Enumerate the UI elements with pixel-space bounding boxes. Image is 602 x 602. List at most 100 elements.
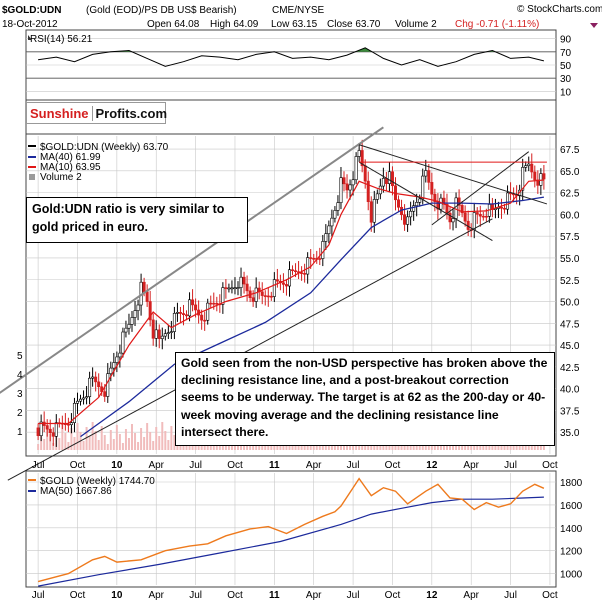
volume-bar [206,442,209,450]
price-tick-label: 42.5 [560,363,580,374]
price-candle-body [427,170,431,183]
source-credit: © StockCharts.com [517,4,602,15]
price-candle-body [475,212,479,215]
price-x-tick-label: Jul [32,460,45,471]
price-candle-body [154,329,158,339]
price-candle-body [539,173,543,186]
price-candle-body [115,356,119,363]
chart-description: (Gold (EOD)/PS DB US$ Bearish) [86,5,237,16]
price-candle-body [542,173,546,180]
price-candle-body [281,282,285,285]
price-candle-body [130,317,134,325]
high-value: High 64.09 [210,19,259,30]
volume-bar [164,431,167,450]
price-candle-body [357,150,361,157]
gold-x-tick-label: Jul [189,590,202,601]
price-candle-body [266,295,270,298]
price-candle-body [263,295,267,297]
gold-tick-label: 1200 [560,547,583,558]
volume-bar [97,440,100,450]
price-candle-body [366,180,370,202]
sunshine-profits-logo: Sunshine Profits.com [26,102,167,124]
volume-bar [131,424,133,450]
chart-date: 18-Oct-2012 [2,19,58,30]
gold-legend-title: $GOLD (Weekly) 1744.70 [40,476,155,487]
volume-bar [140,428,143,450]
volume-bar [143,437,146,450]
price-candle-body [163,333,167,337]
volume-bar [46,425,49,450]
price-candle-body [106,373,110,397]
price-x-tick-label: Oct [385,460,401,471]
price-candle-body [45,425,49,430]
volume-bar [115,425,118,450]
price-candle-body [418,198,422,203]
price-candle-body [112,362,116,369]
price-candle-body [227,287,231,290]
volume-bar [330,443,333,450]
price-candle-body [451,218,455,223]
price-candle-body [75,400,79,404]
price-x-tick-label: 10 [111,460,123,471]
volume-bar [137,442,140,450]
volume-bar [455,444,458,450]
price-candle-body [397,199,401,208]
price-x-tick-label: Jul [504,460,517,471]
volume-bar [470,443,473,450]
price-candle-body [327,225,331,234]
gold-price-line [37,477,545,583]
price-candle-body [206,302,210,321]
price-candle-body [472,212,476,230]
price-candle-body [72,402,76,423]
price-candle-body [178,312,182,314]
price-candle-body [372,199,376,223]
price-x-tick-label: Jul [189,460,202,471]
gold-panel [25,470,557,588]
price-candle-body [79,398,83,402]
volume-bar [82,441,85,450]
chart-exchange: CME/NYSE [272,5,325,16]
gold-x-tick-label: Apr [306,590,322,601]
price-candle-body [294,270,298,272]
main-annotation-text: Gold seen from the non-USD perspective h… [181,356,548,439]
price-candle-body [521,167,525,191]
price-candle-body [291,269,295,272]
volume-bar [539,443,542,450]
gold-x-tick-label: 11 [269,590,280,601]
volume-bar [103,435,106,450]
price-candle-body [506,192,510,210]
price-candle-body [203,319,207,322]
price-x-tick-label: Apr [148,460,164,471]
price-candle-body [39,421,43,437]
volume-bar [415,442,418,450]
volume-bar [37,444,40,450]
price-candle-body [127,324,131,329]
price-candle-body [124,327,128,333]
price-tick-label: 40.0 [560,385,580,396]
gold-x-tick-label: Apr [148,590,164,601]
volume-bar [385,444,388,450]
volume-bar [485,442,488,450]
volume-bar [94,431,97,450]
volume-bar [176,444,179,450]
volume-bar [170,426,173,450]
gold-x-tick-label: Oct [70,590,86,601]
volume-tick-label: 1 [17,427,23,438]
price-tick-label: 45.0 [560,341,580,352]
rsi-tick-label: 90 [560,35,572,46]
price-candle-body [318,258,322,260]
price-candle-body [390,171,394,187]
price-candle-body [169,331,173,333]
trendline [358,144,548,205]
price-candle-body [188,299,192,317]
price-candle-body [166,332,170,334]
gold-ma50-line [37,496,544,587]
volume-bar [315,444,318,450]
gold-x-tick-label: Oct [227,590,243,601]
price-x-tick-label: 12 [426,460,438,471]
rsi-tick-label: 30 [560,74,572,85]
price-candle-body [536,179,540,186]
price-candle-body [369,201,373,223]
price-candle-body [191,299,195,306]
